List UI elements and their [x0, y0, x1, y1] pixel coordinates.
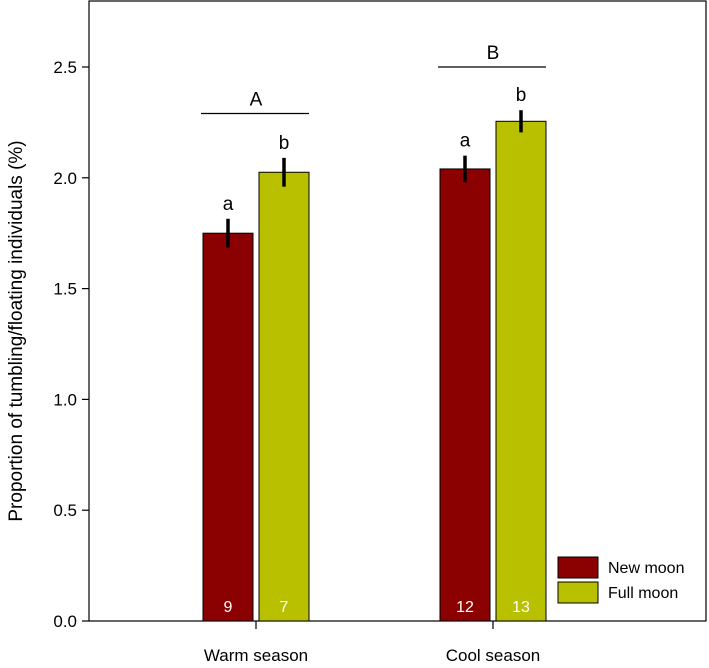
- legend-swatch: [557, 556, 599, 579]
- bar: [495, 120, 547, 622]
- x-tick-label: Cool season: [446, 646, 541, 665]
- y-axis: 0.0 0.5 1.0 1.5 2.0 2.5: [53, 58, 89, 631]
- bar: [258, 171, 310, 622]
- sample-size-label: 9: [224, 599, 233, 616]
- bar: [202, 232, 254, 622]
- significance-letter: b: [279, 133, 290, 154]
- plot-frame: [88, 0, 707, 622]
- sample-size-label: 7: [280, 599, 289, 616]
- group-letter: A: [250, 90, 263, 111]
- y-axis-label: Proportion of tumbling/floating individu…: [6, 140, 27, 521]
- group-letter: B: [487, 43, 500, 64]
- sample-size-label: 12: [456, 599, 474, 616]
- y-tick-label: 0.5: [53, 501, 77, 520]
- bars: [202, 110, 547, 622]
- y-tick-label: 1.5: [53, 280, 77, 299]
- legend-label: New moon: [608, 560, 684, 577]
- legend-label: Full moon: [608, 585, 678, 602]
- bar: [439, 168, 491, 622]
- x-axis: Warm season Cool season: [204, 621, 540, 665]
- y-tick-label: 1.0: [53, 390, 77, 409]
- y-tick-label: 2.0: [53, 169, 77, 188]
- annotations: a 9 b 7 Aa 12 b 13 B: [201, 43, 546, 616]
- x-tick-label: Warm season: [204, 646, 308, 665]
- legend-swatch: [557, 581, 599, 604]
- y-tick-label: 2.5: [53, 58, 77, 77]
- legend: New moon Full moon: [557, 556, 684, 604]
- y-tick-label: 0.0: [53, 612, 77, 631]
- significance-letter: a: [223, 194, 234, 215]
- significance-letter: b: [516, 85, 527, 106]
- sample-size-label: 13: [512, 599, 530, 616]
- significance-letter: a: [460, 131, 471, 152]
